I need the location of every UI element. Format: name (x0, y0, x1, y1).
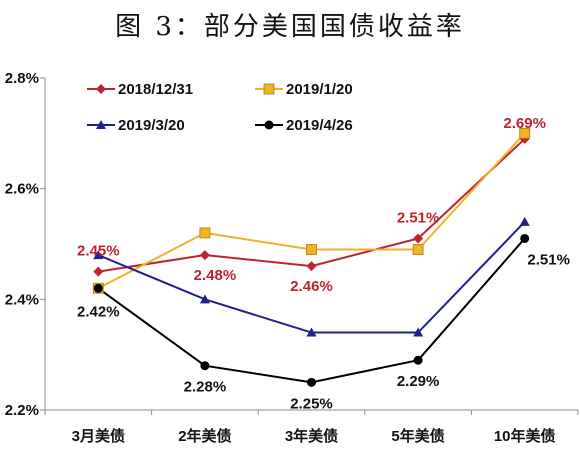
data-label: 2.51% (527, 251, 570, 268)
y-tick-label: 2.8% (5, 70, 39, 87)
data-label: 2.29% (397, 373, 440, 390)
chart-legend: 2018/12/31 2019/1/20 2019/3/20 2019/4/26 (87, 81, 353, 134)
legend-swatch-marker (96, 120, 106, 129)
data-point-marker (520, 233, 530, 243)
data-point-marker (307, 377, 316, 387)
legend-swatch-marker (264, 120, 274, 130)
data-labels: 2.45% 2.48% 2.46% 2.51% 2.69% 2.42% 2.28% 2.25%… (77, 115, 570, 412)
data-point-marker (413, 327, 424, 337)
data-point-marker (413, 355, 423, 365)
data-label: 2.25% (290, 395, 333, 412)
data-label: 2.28% (184, 379, 227, 396)
data-point-marker (519, 127, 531, 139)
data-point-marker (199, 294, 210, 304)
y-tick-label: 2.6% (5, 181, 39, 198)
data-point-marker (199, 250, 210, 261)
x-tick-label: 5年美债 (391, 427, 444, 445)
data-label: 2.46% (290, 278, 333, 295)
data-point-marker (519, 216, 530, 226)
legend-entry-label: 2019/4/26 (286, 117, 353, 134)
data-point-marker (93, 266, 104, 277)
data-point-marker (413, 233, 424, 244)
x-tick-label: 3月美债 (72, 427, 125, 445)
chart-axes: 2.2% 2.4% 2.6% 2.8% 3月美债 2年美债 3年美债 5年美债 10年美债 (5, 70, 579, 445)
data-label: 2.51% (397, 209, 440, 226)
data-label: 2.69% (503, 115, 546, 132)
x-tick-label: 3年美债 (285, 427, 338, 445)
data-label: 2.42% (77, 303, 120, 320)
data-point-marker (93, 283, 103, 293)
series-line-4 (97, 237, 526, 384)
chart-title: 图 3：部分美国国债收益率 (115, 12, 465, 42)
legend-entry-label: 2018/12/31 (118, 81, 193, 98)
legend-entry-label: 2019/1/20 (286, 81, 353, 98)
data-point-marker (306, 244, 317, 255)
series-lines (97, 132, 526, 384)
data-point-marker (306, 261, 317, 272)
data-point-marker (412, 244, 424, 255)
series-markers (92, 127, 531, 387)
legend-swatch-marker (96, 84, 106, 94)
legend-swatch-marker (263, 83, 275, 95)
y-tick-label: 2.4% (5, 291, 39, 308)
data-point-marker (93, 250, 104, 260)
data-point-marker (199, 227, 211, 239)
data-point-marker (200, 361, 210, 371)
x-tick-label: 10年美债 (494, 427, 556, 445)
data-point-marker (306, 327, 317, 337)
y-tick-label: 2.2% (5, 402, 39, 419)
data-label: 2.48% (194, 267, 237, 284)
x-tick-label: 2年美债 (178, 427, 231, 445)
data-label: 2.45% (77, 243, 120, 260)
legend-entry-label: 2019/3/20 (118, 117, 185, 134)
